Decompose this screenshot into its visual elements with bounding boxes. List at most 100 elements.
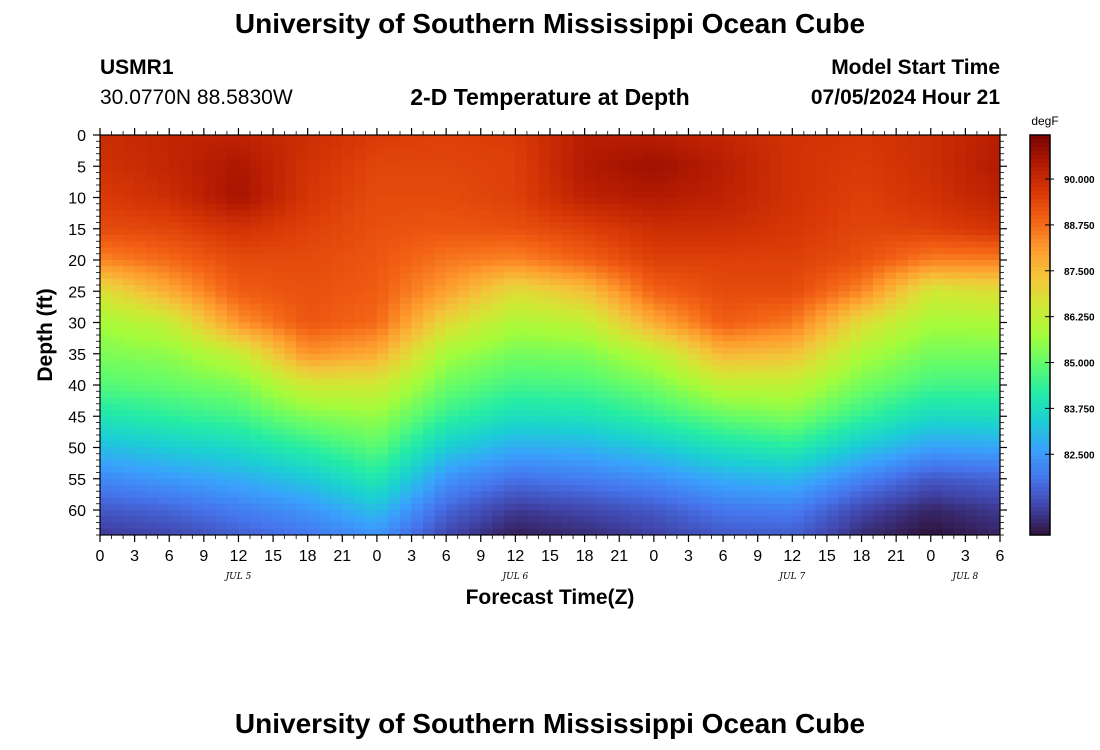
- heatmap-cell: [388, 228, 401, 236]
- heatmap-cell: [480, 278, 493, 286]
- heatmap-cell: [273, 491, 286, 499]
- heatmap-cell: [930, 210, 943, 217]
- heatmap-cell: [411, 403, 424, 411]
- heatmap-cell: [919, 241, 932, 249]
- heatmap-cell: [469, 353, 482, 361]
- heatmap-cell: [976, 328, 990, 336]
- heatmap-cell: [423, 178, 436, 186]
- heatmap-cell: [111, 428, 124, 436]
- heatmap-cell: [192, 347, 205, 355]
- heatmap-cell: [665, 153, 678, 161]
- heatmap-cell: [896, 360, 909, 367]
- heatmap-cell: [607, 153, 620, 161]
- heatmap-cell: [953, 341, 966, 349]
- heatmap-cell: [896, 147, 909, 155]
- heatmap-cell: [469, 516, 482, 524]
- heatmap-cell: [723, 516, 736, 524]
- heatmap-cell: [261, 516, 274, 524]
- heatmap-cell: [434, 485, 447, 492]
- heatmap-cell: [896, 160, 909, 167]
- heatmap-cell: [723, 260, 736, 267]
- heatmap-cell: [873, 447, 886, 455]
- heatmap-cell: [676, 303, 690, 311]
- heatmap-cell: [873, 353, 886, 361]
- heatmap-cell: [861, 478, 874, 486]
- heatmap-cell: [884, 322, 897, 330]
- heatmap-cell: [342, 428, 355, 436]
- heatmap-cell: [457, 347, 470, 355]
- heatmap-cell: [711, 397, 724, 405]
- heatmap-cell: [400, 472, 413, 480]
- heatmap-cell: [584, 522, 597, 530]
- heatmap-cell: [307, 160, 320, 167]
- heatmap-cell: [596, 235, 609, 242]
- heatmap-cell: [226, 291, 240, 299]
- heatmap-cell: [353, 228, 366, 236]
- heatmap-cell: [273, 441, 286, 449]
- heatmap-cell: [284, 172, 297, 180]
- heatmap-cell: [769, 497, 782, 505]
- heatmap-cell: [607, 360, 620, 367]
- heatmap-cell: [550, 385, 563, 392]
- heatmap-cell: [353, 428, 366, 436]
- heatmap-cell: [284, 503, 297, 511]
- heatmap-cell: [353, 241, 366, 249]
- heatmap-cell: [688, 385, 701, 392]
- heatmap-cell: [111, 203, 124, 211]
- heatmap-cell: [769, 185, 782, 192]
- heatmap-cell: [584, 428, 597, 436]
- heatmap-cell: [734, 303, 747, 311]
- heatmap-cell: [261, 147, 274, 155]
- heatmap-cell: [607, 228, 620, 236]
- heatmap-cell: [757, 372, 770, 380]
- heatmap-cell: [838, 353, 851, 361]
- heatmap-cell: [907, 160, 920, 167]
- heatmap-cell: [469, 297, 482, 305]
- heatmap-cell: [596, 366, 609, 374]
- heatmap-cell: [457, 260, 470, 267]
- heatmap-cell: [861, 310, 874, 317]
- heatmap-cell: [215, 153, 228, 161]
- heatmap-cell: [584, 160, 597, 167]
- heatmap-cell: [388, 272, 401, 280]
- heatmap-cell: [838, 497, 851, 505]
- heatmap-cell: [803, 228, 816, 236]
- heatmap-cell: [550, 503, 563, 511]
- heatmap-cell: [353, 316, 366, 324]
- heatmap-cell: [284, 385, 297, 392]
- heatmap-cell: [411, 197, 424, 205]
- heatmap-cell: [538, 366, 551, 374]
- heatmap-cell: [838, 466, 851, 474]
- heatmap-cell: [123, 335, 136, 342]
- heatmap-cell: [203, 453, 216, 461]
- heatmap-cell: [446, 353, 459, 361]
- heatmap-cell: [157, 160, 170, 167]
- heatmap-cell: [780, 141, 793, 149]
- heatmap-cell: [480, 235, 493, 242]
- heatmap-cell: [526, 497, 540, 505]
- heatmap-cell: [780, 241, 793, 249]
- heatmap-cell: [965, 435, 978, 442]
- heatmap-cell: [723, 503, 736, 511]
- heatmap-cell: [723, 341, 736, 349]
- heatmap-cell: [388, 153, 401, 161]
- heatmap-cell: [423, 197, 436, 205]
- heatmap-cell: [873, 203, 886, 211]
- heatmap-cell: [307, 272, 320, 280]
- heatmap-cell: [169, 366, 182, 374]
- heatmap-cell: [665, 416, 678, 424]
- heatmap-cell: [630, 510, 643, 517]
- heatmap-cell: [884, 178, 897, 186]
- heatmap-cell: [653, 435, 666, 442]
- heatmap-cell: [976, 466, 990, 474]
- heatmap-cell: [353, 191, 366, 199]
- heatmap-cell: [896, 503, 909, 511]
- heatmap-cell: [238, 285, 251, 292]
- heatmap-cell: [550, 516, 563, 524]
- heatmap-cell: [988, 416, 1000, 424]
- heatmap-cell: [342, 466, 355, 474]
- heatmap-cell: [342, 472, 355, 480]
- heatmap-cell: [365, 310, 378, 317]
- heatmap-cell: [711, 441, 724, 449]
